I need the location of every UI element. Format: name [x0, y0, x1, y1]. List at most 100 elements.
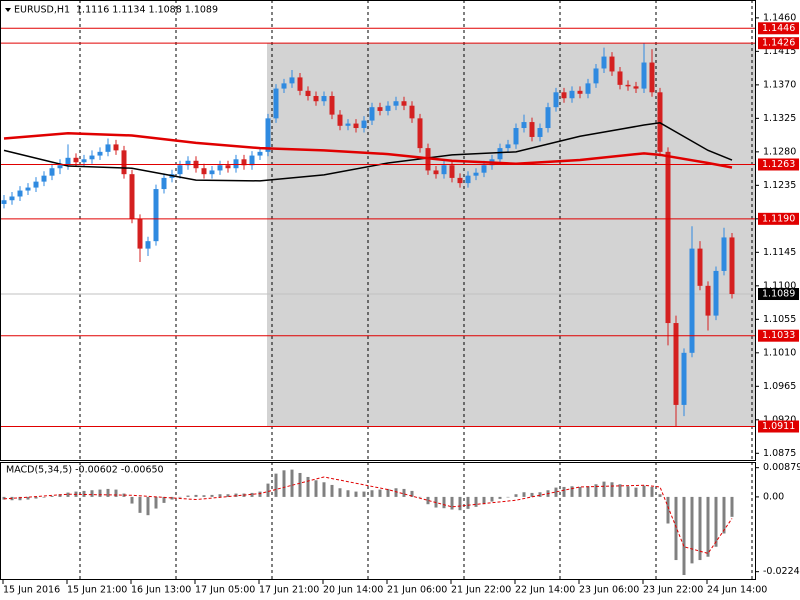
y-tick-label: 1.0875 — [763, 448, 796, 459]
macd-bar — [642, 485, 646, 497]
macd-bar — [362, 491, 366, 497]
y-tick-label: 1.1325 — [763, 113, 796, 124]
level-label-box — [758, 420, 799, 433]
candle-body — [545, 107, 551, 129]
candle-body — [9, 196, 15, 201]
x-tick-label: 22 Jun 14:00 — [515, 585, 575, 596]
candle-body — [649, 62, 655, 93]
candle-body — [441, 165, 447, 175]
macd-bar — [466, 496, 470, 509]
x-tick-label: 23 Jun 06:00 — [579, 585, 639, 596]
candle-body — [145, 241, 151, 249]
candle-body — [521, 122, 527, 129]
macd-bar — [2, 496, 6, 500]
macd-bar — [274, 473, 278, 497]
quote-label: 1.1116 1.1134 1.1088 1.1089 — [76, 5, 218, 16]
indicator-y-tick-label: 0.00879 — [763, 462, 800, 473]
candle-body — [297, 77, 303, 91]
candle-body — [65, 157, 71, 166]
macd-bar — [82, 490, 86, 497]
candle-body — [25, 187, 31, 191]
candle-body — [393, 101, 399, 106]
macd-bar — [674, 496, 678, 561]
candle-body — [569, 90, 575, 99]
x-tick-label: 23 Jun 22:00 — [643, 585, 703, 596]
level-label-box — [758, 158, 799, 171]
candle-body — [49, 168, 55, 176]
candle-body — [457, 177, 463, 184]
indicator-y-tick-label: -0.02249 — [763, 566, 800, 577]
indicator-panel-border — [0, 462, 756, 580]
candle-body — [353, 123, 359, 129]
x-tick-label: 21 Jun 22:00 — [451, 585, 511, 596]
macd-bar — [34, 496, 38, 499]
macd-bar — [586, 486, 590, 497]
x-tick-label: 15 Jun 2016 — [3, 585, 60, 596]
macd-bar — [42, 496, 46, 498]
macd-bar — [194, 494, 198, 497]
candle-body — [257, 151, 263, 156]
y-tick-label: 1.1145 — [763, 247, 796, 258]
candle-body — [417, 118, 423, 149]
macd-bar — [618, 484, 622, 497]
candle-body — [513, 128, 519, 145]
macd-bar — [530, 492, 534, 497]
macd-bar — [330, 484, 334, 497]
candle-body — [713, 270, 719, 316]
x-tick-label: 15 Jun 21:00 — [67, 585, 127, 596]
main-panel-border — [0, 0, 756, 461]
candle-body — [281, 83, 287, 89]
candle-body — [225, 165, 231, 169]
candle-body — [449, 165, 455, 178]
symbol-menu-arrow[interactable] — [5, 8, 11, 12]
candle-body — [473, 172, 479, 176]
current-price-label: 1.1089 — [762, 289, 795, 300]
level-label-box — [758, 329, 799, 342]
candle-body — [161, 177, 167, 190]
candle-body — [361, 120, 367, 129]
candle-body — [345, 123, 351, 126]
macd-bar — [426, 496, 430, 505]
macd-bar — [394, 488, 398, 497]
level-label: 1.1033 — [762, 330, 795, 341]
candle-body — [337, 114, 343, 126]
macd-bar — [322, 482, 326, 497]
y-tick-label: 1.1055 — [763, 314, 796, 325]
candle-body — [609, 56, 615, 72]
macd-signal — [3, 476, 733, 554]
macd-bar — [578, 486, 582, 497]
candle-body — [673, 323, 679, 405]
level-label: 1.1446 — [762, 23, 795, 34]
macd-bar — [562, 486, 566, 497]
macd-bar — [634, 487, 638, 497]
candle-body — [721, 237, 727, 271]
x-tick-label: 20 Jun 14:00 — [323, 585, 383, 596]
candle-body — [217, 165, 223, 171]
macd-bar — [210, 494, 214, 497]
candle-body — [137, 218, 143, 249]
macd-bar — [162, 496, 166, 503]
level-label: 1.1263 — [762, 159, 795, 170]
macd-bar — [314, 480, 318, 497]
candle-body — [681, 352, 687, 405]
macd-bar — [650, 486, 654, 497]
macd-bar — [306, 476, 310, 497]
level-label: 1.0911 — [762, 421, 795, 432]
macd-bar — [594, 484, 598, 497]
candle-body — [369, 107, 375, 121]
current-price-box — [758, 288, 799, 301]
candle-body — [465, 175, 471, 184]
macd-bar — [610, 482, 614, 497]
level-label-box — [758, 22, 799, 35]
candle-body — [89, 155, 95, 160]
macd-bar — [722, 496, 726, 534]
candle-body — [177, 165, 183, 175]
macd-bar — [458, 496, 462, 511]
macd-bar — [266, 483, 270, 497]
candle-body — [1, 200, 7, 204]
candle-body — [385, 105, 391, 111]
macd-bar — [218, 494, 222, 497]
macd-bar — [50, 495, 54, 497]
macd-bar — [554, 487, 558, 497]
candle-body — [33, 181, 39, 188]
